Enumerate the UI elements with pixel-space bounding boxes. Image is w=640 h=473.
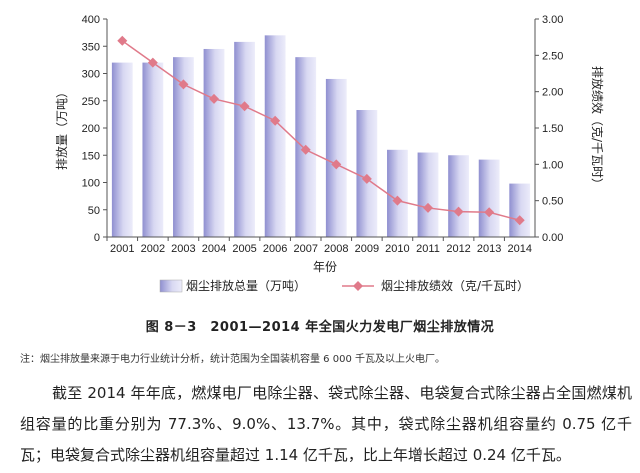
line-point-marker bbox=[300, 144, 311, 155]
line-point-marker bbox=[392, 195, 403, 206]
line-point-marker bbox=[331, 159, 342, 170]
bar bbox=[509, 183, 531, 237]
x-tick-label: 2008 bbox=[324, 243, 348, 255]
y-left-tick-label: 150 bbox=[82, 150, 100, 162]
x-tick-label: 2009 bbox=[355, 243, 379, 255]
y-right-tick-label: 2.00 bbox=[542, 87, 563, 99]
x-tick-label: 2010 bbox=[385, 243, 409, 255]
y-left-axis-title: 排放量（万吨） bbox=[54, 86, 69, 170]
x-tick-label: 2002 bbox=[141, 243, 165, 255]
x-tick-label: 2001 bbox=[110, 243, 134, 255]
figure-note: 注：烟尘排放量来源于电力行业统计分析，统计范围为全国装机容量 6 000 千瓦及… bbox=[20, 354, 445, 365]
line-series bbox=[117, 35, 525, 226]
x-tick-label: 2006 bbox=[263, 243, 287, 255]
bar bbox=[387, 149, 408, 237]
legend-bar-swatch bbox=[159, 279, 183, 293]
x-tick-label: 2004 bbox=[202, 243, 226, 255]
line-point-marker bbox=[178, 79, 189, 90]
y-right-tick-label: 1.00 bbox=[542, 159, 563, 171]
y-right-axis-title: 排放绩效（克/千瓦时） bbox=[590, 66, 605, 190]
legend-line-marker bbox=[353, 281, 363, 291]
line-point-marker bbox=[484, 207, 495, 218]
line-point-marker bbox=[147, 57, 158, 68]
bar bbox=[448, 155, 469, 237]
y-left-tick-label: 400 bbox=[82, 14, 100, 26]
y-right-tick-label: 1.50 bbox=[542, 123, 563, 135]
bar bbox=[203, 48, 225, 237]
bar bbox=[264, 35, 286, 237]
line-point-marker bbox=[239, 101, 250, 112]
y-left-tick-label: 350 bbox=[82, 41, 100, 53]
bar-series bbox=[111, 35, 531, 238]
y-left-tick-label: 50 bbox=[88, 205, 100, 217]
x-tick-label: 2012 bbox=[446, 243, 470, 255]
legend: 烟尘排放总量（万吨） 烟尘排放绩效（克/千瓦时） bbox=[159, 278, 529, 293]
bar bbox=[234, 41, 255, 237]
bar bbox=[325, 78, 347, 237]
legend-bar-label: 烟尘排放总量（万吨） bbox=[186, 278, 306, 293]
line-point-marker bbox=[423, 202, 433, 213]
bar bbox=[111, 62, 133, 237]
line-point-marker bbox=[270, 115, 281, 126]
x-tick-label: 2007 bbox=[293, 243, 317, 255]
y-left-tick-label: 0 bbox=[94, 232, 100, 244]
y-left-tick-label: 300 bbox=[82, 69, 100, 81]
tick-labels: 0 50 100 150 200 250 300 350 400 0.00 0.50 1.00 1.50… bbox=[82, 14, 564, 255]
bar bbox=[173, 57, 194, 238]
bar bbox=[142, 62, 164, 237]
bar bbox=[478, 159, 500, 237]
x-tick-label: 2003 bbox=[171, 243, 195, 255]
y-left-tick-label: 250 bbox=[82, 96, 100, 108]
x-tick-label: 2013 bbox=[477, 243, 501, 255]
line-point-marker bbox=[453, 206, 464, 217]
x-tick-label: 2011 bbox=[416, 243, 440, 255]
combo-chart: 0 50 100 150 200 250 300 350 400 0.00 0.50 1.00 1.50… bbox=[54, 14, 605, 293]
legend-line-label: 烟尘排放绩效（克/千瓦时） bbox=[381, 278, 529, 293]
bar bbox=[417, 152, 439, 237]
y-right-tick-label: 0.00 bbox=[542, 232, 563, 244]
x-tick-label: 2014 bbox=[507, 243, 531, 255]
line-point-marker bbox=[514, 215, 525, 226]
x-tick-label: 2005 bbox=[232, 243, 256, 255]
y-right-tick-label: 2.50 bbox=[542, 50, 563, 62]
bar bbox=[356, 110, 378, 237]
line-point-marker bbox=[209, 93, 219, 104]
body-paragraph: 截至 2014 年年底，燃煤电厂电除尘器、袋式除尘器、电袋复合式除尘器占全国燃煤… bbox=[20, 384, 632, 464]
y-right-tick-label: 3.00 bbox=[542, 14, 563, 26]
figure-caption: 图 8－3 2001—2014 年全国火力发电厂烟尘排放情况 bbox=[145, 320, 495, 335]
line-point-marker bbox=[117, 35, 128, 46]
axes bbox=[103, 18, 539, 241]
x-axis-title: 年份 bbox=[313, 260, 337, 274]
y-left-tick-label: 100 bbox=[82, 178, 100, 190]
y-right-tick-label: 0.50 bbox=[542, 196, 563, 208]
line-point-marker bbox=[361, 173, 372, 184]
y-left-tick-label: 200 bbox=[82, 123, 100, 135]
performance-line bbox=[121, 40, 520, 222]
